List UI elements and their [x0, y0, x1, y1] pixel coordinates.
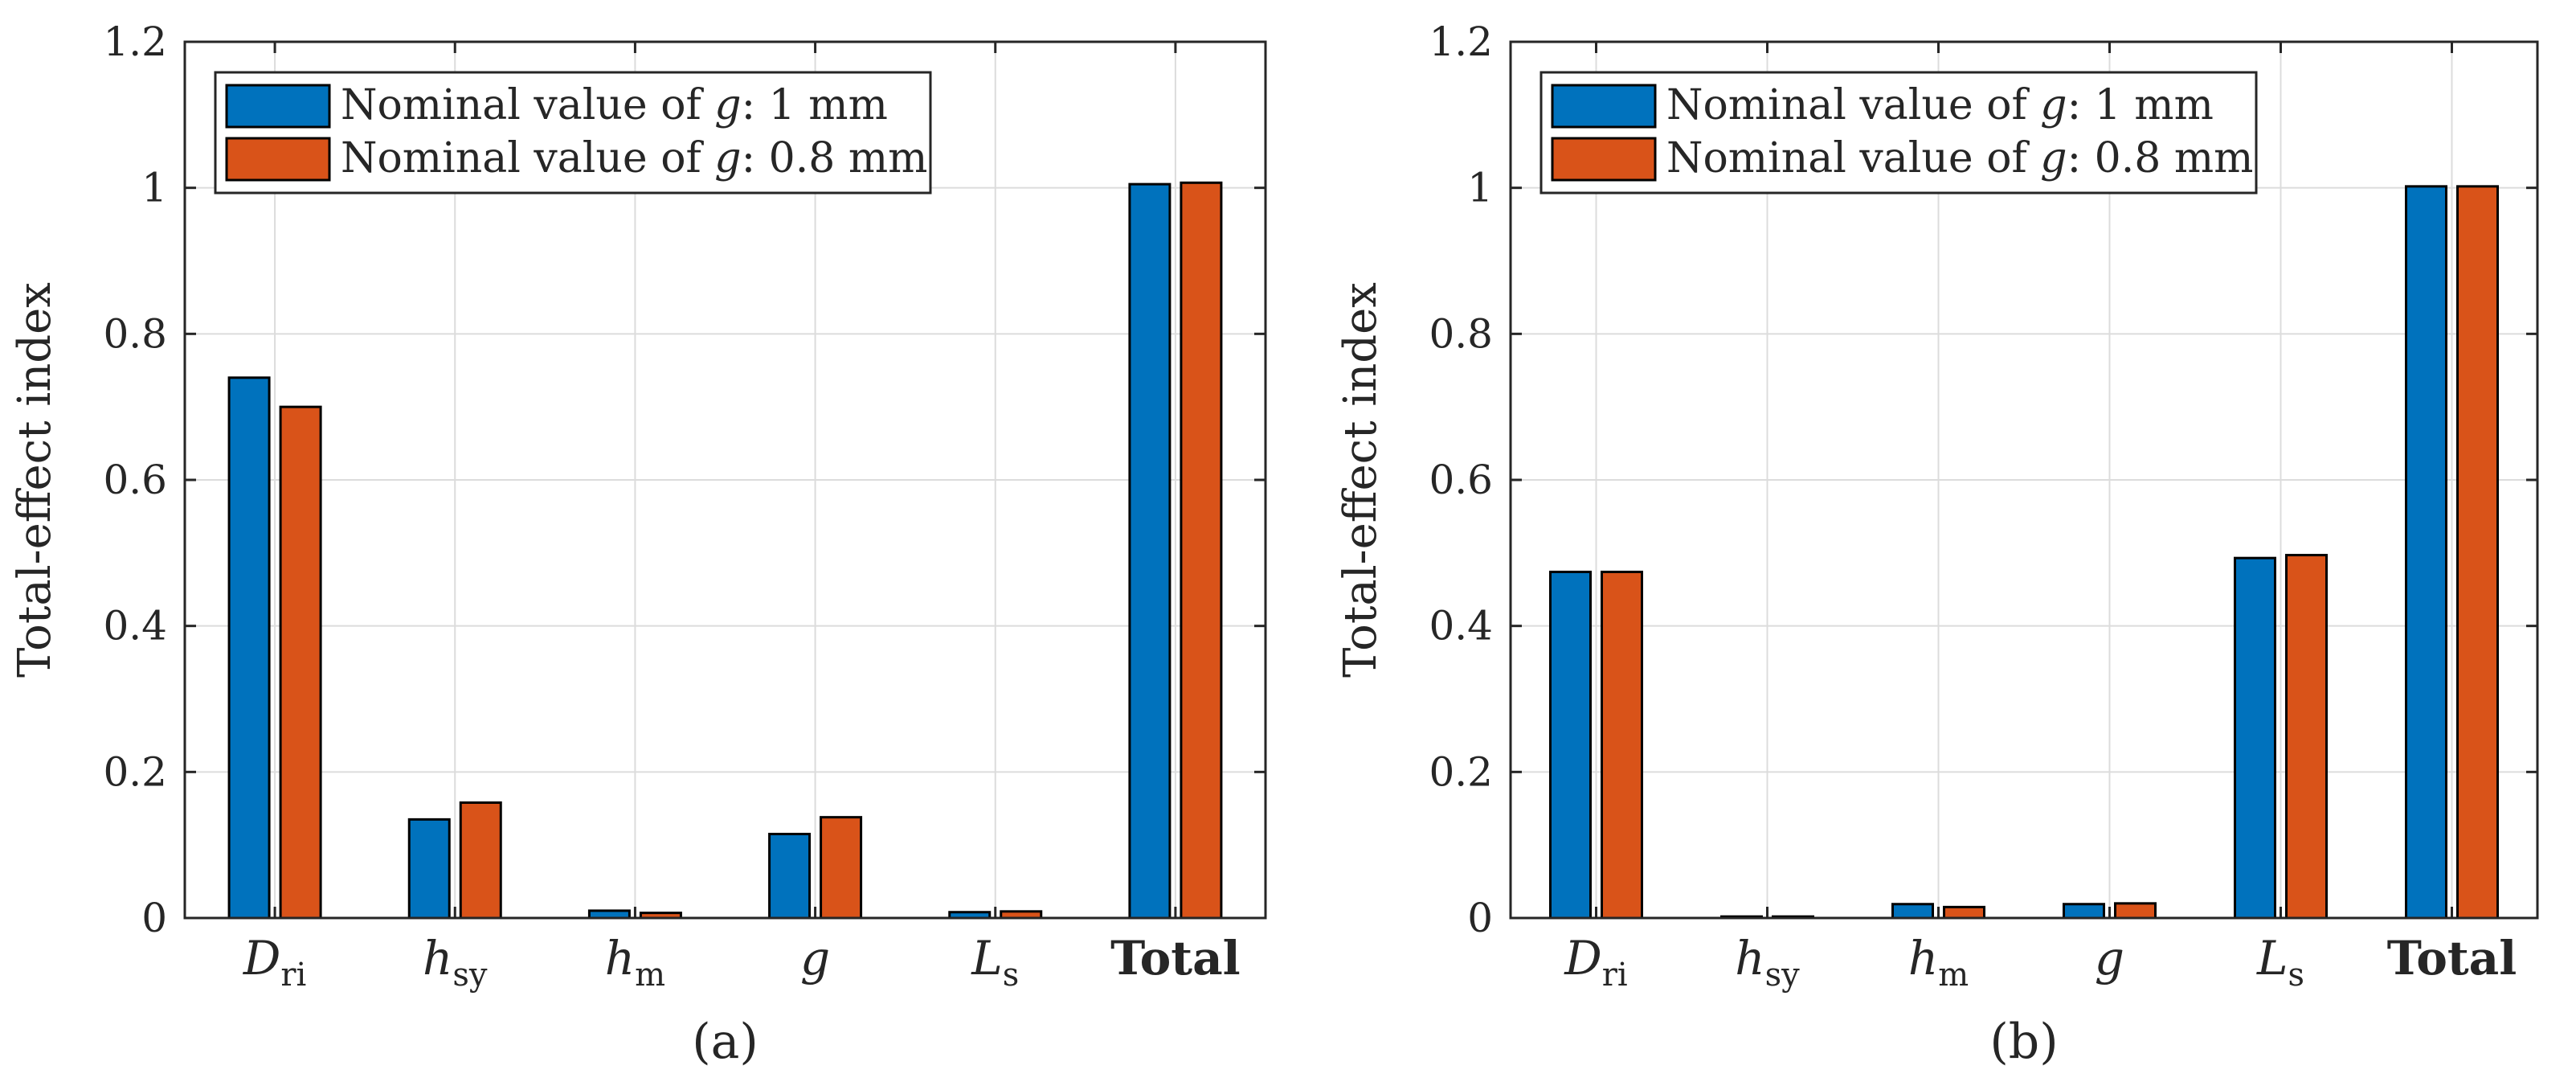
panel-caption: (b) [1989, 1014, 2058, 1070]
x-tick-label: Total [2387, 931, 2517, 986]
chart-panel-1: 0 0.2 0.4 0.6 0.8 1 1.2 Dri hsy hm g Ls Total Total-e… [9, 18, 1267, 1070]
legend-label-2: Nominal value of g: 0.8 mm [1666, 134, 2254, 182]
x-tick-label: hsy [1735, 931, 1800, 994]
legend-swatch-1 [1551, 84, 1657, 129]
x-tick-label: Ls [971, 931, 1019, 994]
legend-label-1: Nominal value of g: 1 mm [1666, 81, 2214, 129]
y-tick-label: 0.2 [1429, 748, 1493, 795]
legend-box [214, 71, 932, 195]
y-tick-label: 0.2 [103, 748, 167, 795]
legend-box [1539, 71, 2258, 195]
y-tick-label: 0.8 [1429, 310, 1493, 357]
y-tick-label: 1 [141, 165, 167, 211]
bar-series2-cat2 [459, 801, 502, 920]
y-axis-label: Total-effect index [9, 282, 61, 678]
x-tick-label: hm [1908, 931, 1969, 994]
bar-series2-cat4 [2114, 902, 2157, 920]
x-tick-label: Total [1110, 931, 1241, 986]
y-tick-label: 0.8 [103, 310, 167, 357]
panel-caption: (a) [692, 1014, 758, 1070]
bar-series1-cat4 [768, 833, 812, 920]
legend-swatch-2 [1551, 137, 1657, 182]
y-tick-label: 1 [1467, 165, 1493, 211]
x-tick-label: Dri [1564, 931, 1627, 994]
x-tick-label: Ls [2256, 931, 2304, 994]
chart-panel-2: 0 0.2 0.4 0.6 0.8 1 1.2 Dri hsy hm g Ls Total Total-e… [1335, 18, 2539, 1070]
x-tick-label: hm [605, 931, 665, 994]
legend: Nominal value of g: 1 mm Nominal value of… [214, 71, 932, 195]
bar-series2-cat6 [1180, 181, 1223, 920]
bar-series1-cat6 [2405, 185, 2447, 920]
bar-series2-cat5 [2285, 554, 2328, 920]
y-tick-label: 0 [1467, 895, 1493, 941]
y-tick-label: 0.4 [1429, 603, 1493, 650]
y-axis-label: Total-effect index [1335, 282, 1387, 678]
bar-series1-cat4 [2063, 903, 2105, 920]
bar-series1-cat1 [227, 376, 271, 920]
bar-series1-cat3 [1891, 903, 1934, 920]
legend: Nominal value of g: 1 mm Nominal value of… [1539, 71, 2258, 195]
y-tick-label: 0 [141, 895, 167, 941]
legend-label-2: Nominal value of g: 0.8 mm [341, 134, 928, 182]
bar-series2-cat6 [2456, 185, 2499, 920]
bar-series1-cat1 [1549, 570, 1592, 920]
y-tick-label: 0.6 [1429, 457, 1493, 503]
bar-series1-cat5 [2234, 556, 2276, 920]
x-tick-label: g [800, 931, 830, 986]
bar-series1-cat2 [407, 818, 451, 920]
x-tick-label: g [2095, 931, 2124, 986]
x-tick-label: hsy [423, 931, 488, 994]
y-tick-label: 0.4 [103, 603, 167, 650]
legend-label-1: Nominal value of g: 1 mm [341, 81, 888, 129]
bar-series2-cat1 [279, 405, 322, 920]
bar-series1-cat6 [1128, 182, 1171, 920]
y-tick-label: 1.2 [1429, 18, 1493, 65]
y-tick-label: 0.6 [103, 457, 167, 503]
y-tick-label: 1.2 [103, 18, 167, 65]
legend-swatch-2 [225, 137, 331, 182]
bar-series2-cat1 [1601, 570, 1643, 920]
bar-series2-cat4 [820, 816, 863, 920]
legend-swatch-1 [225, 84, 331, 129]
bar-series2-cat3 [1943, 905, 1985, 920]
x-tick-label: Dri [243, 931, 306, 994]
